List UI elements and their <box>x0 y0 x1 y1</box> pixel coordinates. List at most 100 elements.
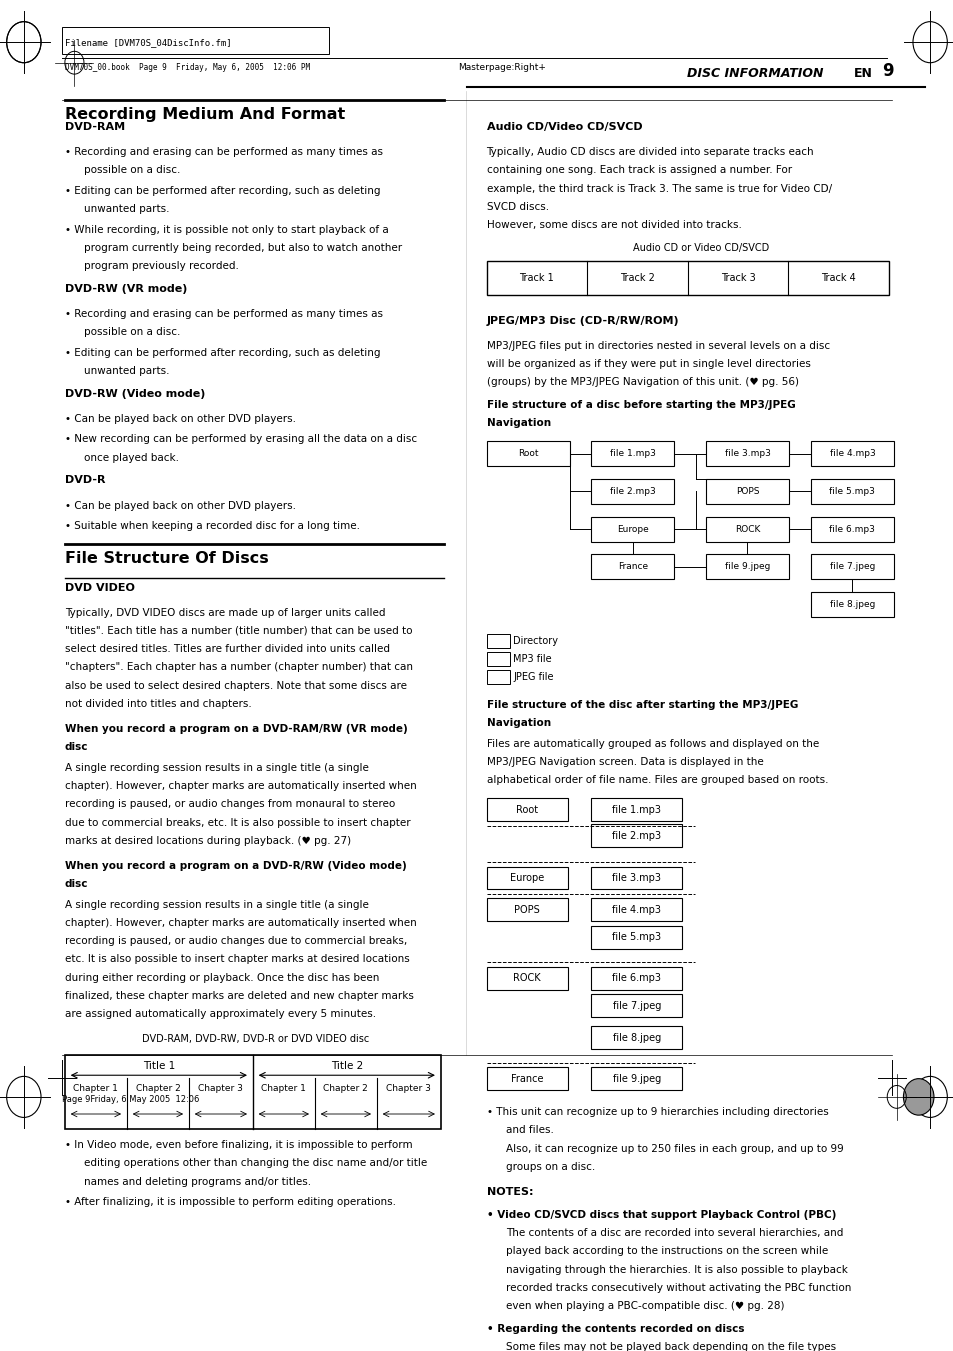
Text: DVM70S_00.book  Page 9  Friday, May 6, 2005  12:06 PM: DVM70S_00.book Page 9 Friday, May 6, 200… <box>65 62 310 72</box>
Circle shape <box>902 1078 933 1115</box>
Text: Audio CD/Video CD/SVCD: Audio CD/Video CD/SVCD <box>486 122 641 132</box>
Text: Chapter 1: Chapter 1 <box>261 1085 306 1093</box>
Text: • Regarding the contents recorded on discs: • Regarding the contents recorded on dis… <box>486 1324 743 1333</box>
Bar <box>486 653 510 666</box>
Text: MP3 file: MP3 file <box>513 654 551 665</box>
Text: When you record a program on a DVD-RAM/RW (VR mode): When you record a program on a DVD-RAM/R… <box>65 724 407 734</box>
Text: file 8.jpeg: file 8.jpeg <box>829 600 874 609</box>
Text: A single recording session results in a single title (a single: A single recording session results in a … <box>65 900 369 909</box>
Text: finalized, these chapter marks are deleted and new chapter marks: finalized, these chapter marks are delet… <box>65 990 414 1001</box>
Text: file 5.mp3: file 5.mp3 <box>828 486 875 496</box>
Text: • Editing can be performed after recording, such as deleting: • Editing can be performed after recordi… <box>65 186 380 196</box>
Text: File structure of a disc before starting the MP3/JPEG: File structure of a disc before starting… <box>486 400 795 411</box>
Text: • Recording and erasing can be performed as many times as: • Recording and erasing can be performed… <box>65 147 382 157</box>
Text: file 2.mp3: file 2.mp3 <box>610 486 655 496</box>
Bar <box>591 925 681 948</box>
Text: DVD-R: DVD-R <box>65 476 105 485</box>
Bar <box>705 442 788 466</box>
Bar <box>810 554 893 580</box>
Bar <box>591 516 674 542</box>
Text: disc: disc <box>65 880 89 889</box>
Text: program currently being recorded, but also to watch another: program currently being recorded, but al… <box>84 243 401 253</box>
Text: marks at desired locations during playback. (♥ pg. 27): marks at desired locations during playba… <box>65 836 351 846</box>
Text: POPS: POPS <box>514 905 539 915</box>
Text: Navigation: Navigation <box>486 419 550 428</box>
Bar <box>591 1067 681 1090</box>
Text: recorded tracks consecutively without activating the PBC function: recorded tracks consecutively without ac… <box>505 1282 850 1293</box>
Text: • In Video mode, even before finalizing, it is impossible to perform: • In Video mode, even before finalizing,… <box>65 1140 412 1150</box>
Text: • Can be played back on other DVD players.: • Can be played back on other DVD player… <box>65 501 295 511</box>
Text: France: France <box>510 1074 543 1084</box>
Bar <box>810 592 893 617</box>
Text: DVD-RW (Video mode): DVD-RW (Video mode) <box>65 389 205 399</box>
Text: Files are automatically grouped as follows and displayed on the: Files are automatically grouped as follo… <box>486 739 818 748</box>
Text: chapter). However, chapter marks are automatically inserted when: chapter). However, chapter marks are aut… <box>65 917 416 928</box>
Text: navigating through the hierarchies. It is also possible to playback: navigating through the hierarchies. It i… <box>505 1265 846 1274</box>
Bar <box>486 670 510 684</box>
Text: The contents of a disc are recorded into several hierarchies, and: The contents of a disc are recorded into… <box>505 1228 842 1238</box>
Bar <box>486 967 567 990</box>
Bar <box>591 798 681 821</box>
Text: DVD VIDEO: DVD VIDEO <box>65 582 134 593</box>
Text: unwanted parts.: unwanted parts. <box>84 204 170 213</box>
Text: Directory: Directory <box>513 636 558 646</box>
Bar <box>705 478 788 504</box>
Bar <box>591 824 681 847</box>
Text: Track 2: Track 2 <box>619 273 655 284</box>
Text: Navigation: Navigation <box>486 719 550 728</box>
Bar <box>810 516 893 542</box>
Text: containing one song. Each track is assigned a number. For: containing one song. Each track is assig… <box>486 165 791 176</box>
Text: • While recording, it is possible not only to start playback of a: • While recording, it is possible not on… <box>65 224 388 235</box>
Text: Typically, Audio CD discs are divided into separate tracks each: Typically, Audio CD discs are divided in… <box>486 147 813 157</box>
Text: recording is paused, or audio changes from monaural to stereo: recording is paused, or audio changes fr… <box>65 800 395 809</box>
Text: Page 9Friday, 6 May 2005  12:06: Page 9Friday, 6 May 2005 12:06 <box>62 1094 199 1104</box>
Text: not divided into titles and chapters.: not divided into titles and chapters. <box>65 698 252 709</box>
Text: File Structure Of Discs: File Structure Of Discs <box>65 551 269 566</box>
Bar <box>486 634 510 647</box>
Text: SVCD discs.: SVCD discs. <box>486 201 548 212</box>
Text: JPEG file: JPEG file <box>513 673 553 682</box>
Bar <box>591 898 681 921</box>
Text: ROCK: ROCK <box>734 524 760 534</box>
Text: Root: Root <box>516 805 537 815</box>
Text: file 1.mp3: file 1.mp3 <box>609 450 656 458</box>
Text: Europe: Europe <box>617 524 648 534</box>
Text: file 9.jpeg: file 9.jpeg <box>724 562 769 571</box>
Text: JPEG/MP3 Disc (CD-R/RW/ROM): JPEG/MP3 Disc (CD-R/RW/ROM) <box>486 316 679 326</box>
Text: file 1.mp3: file 1.mp3 <box>612 805 660 815</box>
Text: Root: Root <box>517 450 537 458</box>
Text: file 8.jpeg: file 8.jpeg <box>612 1032 660 1043</box>
Text: DVD-RW (VR mode): DVD-RW (VR mode) <box>65 284 187 295</box>
Bar <box>705 554 788 580</box>
Text: once played back.: once played back. <box>84 453 179 462</box>
Text: alphabetical order of file name. Files are grouped based on roots.: alphabetical order of file name. Files a… <box>486 775 827 785</box>
Text: Recording Medium And Format: Recording Medium And Format <box>65 107 345 122</box>
Text: Title 1: Title 1 <box>143 1061 174 1071</box>
Bar <box>591 1027 681 1048</box>
Bar <box>486 1067 567 1090</box>
Text: Track 1: Track 1 <box>519 273 554 284</box>
Bar <box>810 442 893 466</box>
Text: file 7.jpeg: file 7.jpeg <box>612 1001 660 1011</box>
Text: will be organized as if they were put in single level directories: will be organized as if they were put in… <box>486 359 809 369</box>
Text: file 3.mp3: file 3.mp3 <box>723 450 770 458</box>
Text: Filename [DVM70S_04DiscInfo.fm]: Filename [DVM70S_04DiscInfo.fm] <box>65 38 232 47</box>
Bar <box>591 967 681 990</box>
Bar <box>486 866 567 889</box>
Text: Masterpage:Right+: Masterpage:Right+ <box>457 62 545 72</box>
Text: due to commercial breaks, etc. It is also possible to insert chapter: due to commercial breaks, etc. It is als… <box>65 817 410 828</box>
Text: file 2.mp3: file 2.mp3 <box>612 831 660 840</box>
Text: ROCK: ROCK <box>513 973 540 984</box>
Bar <box>486 798 567 821</box>
Text: also be used to select desired chapters. Note that some discs are: also be used to select desired chapters.… <box>65 681 406 690</box>
Text: A single recording session results in a single title (a single: A single recording session results in a … <box>65 763 369 773</box>
Text: disc: disc <box>65 742 89 753</box>
Text: chapter). However, chapter marks are automatically inserted when: chapter). However, chapter marks are aut… <box>65 781 416 792</box>
Bar <box>591 554 674 580</box>
Text: file 6.mp3: file 6.mp3 <box>612 973 660 984</box>
Bar <box>62 27 329 54</box>
Text: Chapter 2: Chapter 2 <box>135 1085 180 1093</box>
Text: 9: 9 <box>882 62 893 80</box>
Text: file 7.jpeg: file 7.jpeg <box>829 562 874 571</box>
Text: MP3/JPEG files put in directories nested in several levels on a disc: MP3/JPEG files put in directories nested… <box>486 340 829 351</box>
